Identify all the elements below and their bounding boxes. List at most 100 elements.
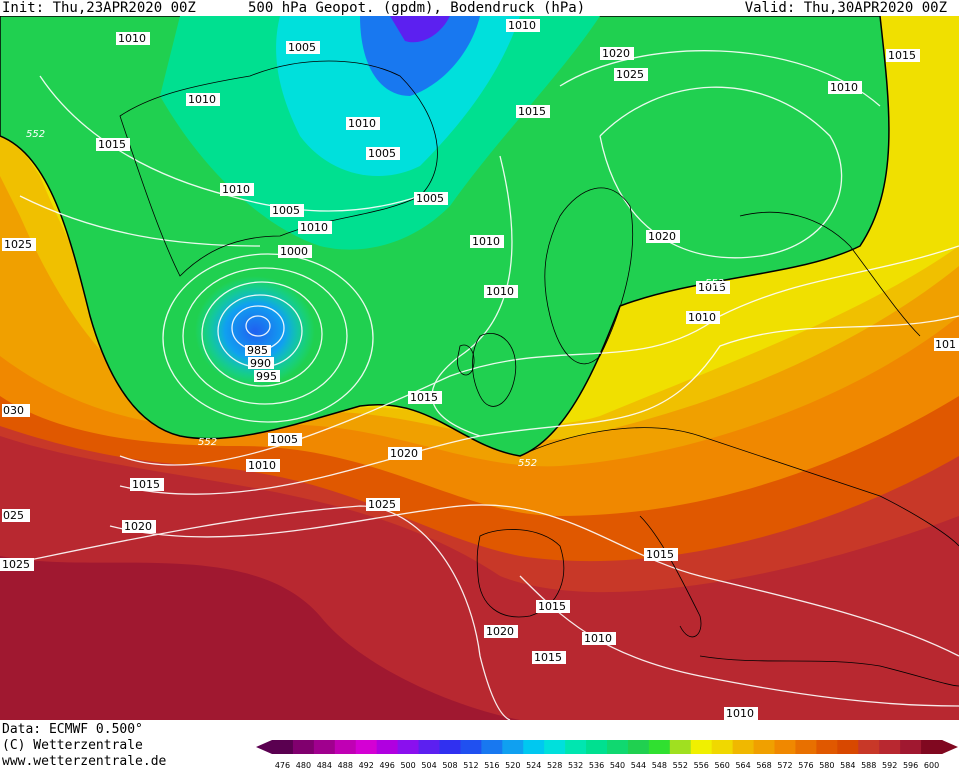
isobar-label: 1025 [2,238,36,251]
colorbar-swatch [607,740,629,754]
colorbar-swatch [544,740,566,754]
colorbar-tick-label: 596 [903,761,918,770]
coastlines [119,60,959,687]
svg-text:1020: 1020 [486,625,514,638]
colorbar-swatch [292,740,315,754]
isobar-label-group: 1010 1005 1010 1020 1025 1015 1010 1015 … [0,19,959,720]
isobar-label: 101 [934,338,959,351]
colorbar-swatch [376,740,399,754]
colorbar-swatch [523,740,545,754]
colorbar-tick-label: 532 [568,761,583,770]
svg-text:1010: 1010 [472,235,500,248]
isobar-label: 1010 [298,221,332,234]
svg-text:1020: 1020 [124,520,152,533]
website-url-label: www.wetterzentrale.de [2,754,167,769]
isobar-label: 1020 [122,520,156,533]
colorbar-tick-label: 496 [380,761,395,770]
colorbar-swatch [355,740,378,754]
isobar-label: 1010 [828,81,862,94]
colorbar-tick-label: 556 [694,761,709,770]
weather-map: 1010 1005 1010 1020 1025 1015 1010 1015 … [0,16,959,720]
colorbar-tick-label: 520 [505,761,520,770]
colorbar-tick-label: 584 [840,761,855,770]
colorbar-tick-label: 548 [652,761,667,770]
color-legend: 476 480 484 488 492 496 500 504 508 512 516 520 524 5… [256,740,958,770]
isobar-label: 1005 [270,204,304,217]
colorbar-swatch [711,740,734,754]
isobar-label: 995 [254,370,280,383]
isobar-label: 1010 [506,19,540,32]
isobar-label: 1015 [644,548,678,561]
colorbar-swatch [816,740,838,754]
colorbar-swatch [418,740,440,754]
colorbar-tick-label: 480 [296,761,311,770]
isobar-label: 1005 [268,433,302,446]
colorbar-swatch [795,740,817,754]
colorbar-swatch [627,740,650,754]
svg-text:1010: 1010 [222,183,250,196]
geopotential-label: 552 [26,129,45,140]
colorbar-swatch [334,740,357,754]
isobar-label: 1015 [96,138,130,151]
isobar-label: 1005 [286,41,320,54]
svg-text:1015: 1015 [132,478,160,491]
svg-text:025: 025 [3,509,24,522]
colorbar-swatch [460,740,482,754]
svg-text:1015: 1015 [410,391,438,404]
svg-text:1020: 1020 [602,47,630,60]
colorbar-tick-label: 488 [338,761,353,770]
colorbar-swatch [900,740,922,754]
svg-text:1020: 1020 [648,230,676,243]
isobar-label: 1010 [186,93,220,106]
colorbar-tick-label: 500 [400,761,415,770]
svg-text:1015: 1015 [518,105,546,118]
geopotential-label-group: 552 552 552 552 [26,129,724,469]
geopotential-label: 552 [198,437,217,448]
colorbar-tick-label: 476 [275,761,290,770]
isobar-label: 1015 [408,391,442,404]
svg-text:1015: 1015 [888,49,916,62]
svg-text:1010: 1010 [830,81,858,94]
colorbar-swatch [879,740,901,754]
colorbar-swatch [858,740,880,754]
colorbar-swatch [313,740,336,754]
colorbar-swatch [837,740,859,754]
trough-region-508 [390,16,450,43]
colorbar-tick-label: 552 [673,761,688,770]
colorbar-tick-label: 536 [589,761,604,770]
svg-text:1010: 1010 [508,19,536,32]
svg-text:1015: 1015 [534,651,562,664]
isobar-label: 1020 [388,447,422,460]
colorbar-tick-label: 600 [924,761,939,770]
geopotential-band-584 [0,556,520,720]
svg-text:1005: 1005 [368,147,396,160]
svg-text:1005: 1005 [416,192,444,205]
isobar-label: 1000 [278,245,312,258]
colorbar-swatch [753,740,775,754]
isobar-label: 1015 [516,105,550,118]
isobar-label: 1010 [116,32,150,45]
colorbar-arrow-right [942,740,958,754]
isobar-label: 1015 [696,281,730,294]
low-pressure-core [195,276,315,386]
isobar-label: 1020 [484,625,518,638]
isobar-label: 1015 [536,600,570,613]
isobar-label: 1010 [470,235,504,248]
colorbar-swatch [565,740,587,754]
svg-text:1010: 1010 [118,32,146,45]
isobar-label: 1015 [130,478,164,491]
svg-text:1015: 1015 [646,548,674,561]
colorbar-swatch [397,740,420,754]
svg-text:1000: 1000 [280,245,308,258]
colorbar-tick-label: 580 [819,761,834,770]
isobar-label: 1015 [532,651,566,664]
isobar-label: 030 [2,404,30,417]
colorbar-swatch [732,740,755,754]
isobar-label: 1015 [886,49,920,62]
colorbar-tick-label: 528 [547,761,562,770]
svg-text:1015: 1015 [98,138,126,151]
colorbar-tick-label: 524 [526,761,541,770]
isobar-label: 1010 [686,311,720,324]
svg-text:1010: 1010 [726,707,754,720]
colorbar-tick-label: 504 [421,761,436,770]
